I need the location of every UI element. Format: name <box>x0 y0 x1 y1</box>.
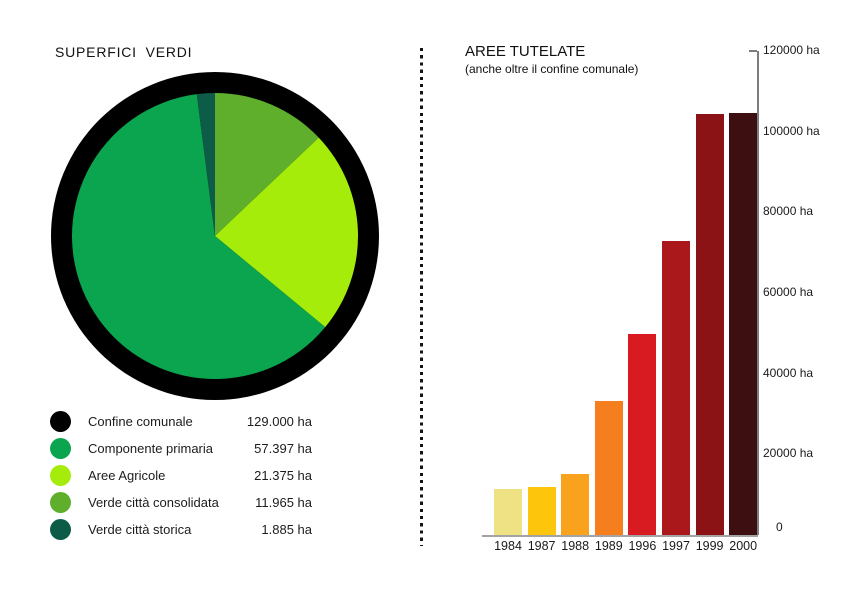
legend-color-dot <box>50 492 71 513</box>
legend-value: 1.885 ha <box>261 522 312 537</box>
pie-chart-title: SUPERFICI VERDI <box>55 44 193 60</box>
legend-label: Verde città storica <box>88 522 192 537</box>
bar-1988 <box>561 473 590 535</box>
legend-value: 129.000 ha <box>246 414 312 429</box>
bar-2000 <box>729 113 758 535</box>
pie-legend: Confine comunale 129.000 ha Componente pri… <box>50 408 312 543</box>
bar-1996 <box>628 334 657 535</box>
dotted-divider-line <box>420 48 423 546</box>
pie-slice-componente-primaria <box>71 94 326 380</box>
bar-1987 <box>527 487 556 535</box>
x-axis-label-1984: 1984 <box>494 539 522 553</box>
legend-label: Verde città consolidata <box>88 495 219 510</box>
x-axis-label-1996: 1996 <box>628 539 657 553</box>
legend-color-dot <box>50 465 71 486</box>
pie-chart <box>51 72 379 400</box>
y-axis-label: 100000 ha <box>763 123 820 138</box>
y-axis-line <box>757 51 759 535</box>
legend-label: Aree Agricole <box>88 468 166 483</box>
x-axis-baseline <box>482 535 758 537</box>
y-axis-label: 120000 ha <box>763 43 820 57</box>
legend-label: Confine comunale <box>88 414 193 429</box>
bar-chart-subtitle: (anche oltre il confine comunale) <box>465 62 639 76</box>
legend-row: Verde città consolidata 11.965 ha <box>50 489 312 516</box>
y-axis-label: 60000 ha <box>763 285 814 299</box>
legend-value: 11.965 ha <box>255 495 312 510</box>
legend-value: 57.397 ha <box>254 441 312 456</box>
x-axis-label-1989: 1989 <box>594 539 623 553</box>
legend-color-dot <box>50 438 71 459</box>
bar-1997 <box>662 240 690 535</box>
legend-row: Confine comunale 129.000 ha <box>50 408 312 435</box>
bar-1999 <box>695 114 724 535</box>
y-axis-label: 20000 ha <box>763 446 814 461</box>
legend-color-dot <box>50 411 71 432</box>
legend-value: 21.375 ha <box>254 468 312 483</box>
x-axis-label-2000: 2000 <box>729 539 758 553</box>
x-axis-label-1988: 1988 <box>561 539 590 553</box>
bar-chart-title: AREE TUTELATE <box>465 43 586 60</box>
legend-color-dot <box>50 519 71 540</box>
y-axis-zero-label: 0 <box>776 520 783 534</box>
legend-row: Verde città storica 1.885 ha <box>50 516 312 543</box>
legend-row: Aree Agricole 21.375 ha <box>50 462 312 489</box>
bar-1984 <box>494 488 522 535</box>
y-axis-label: 40000 ha <box>763 365 814 380</box>
y-axis-tick <box>749 50 757 52</box>
x-axis-label-1987: 1987 <box>527 539 556 553</box>
x-axis-label-1999: 1999 <box>695 539 724 553</box>
y-axis-label: 80000 ha <box>763 204 814 219</box>
pie-slice-verde-citt-storica <box>196 93 215 236</box>
x-axis-label-1997: 1997 <box>662 539 690 553</box>
legend-row: Componente primaria 57.397 ha <box>50 435 312 462</box>
legend-label: Componente primaria <box>88 441 214 456</box>
pie-slice-aree-agricole <box>215 137 359 328</box>
bar-1989 <box>594 400 623 535</box>
pie-slice-verde-citt-consolidata <box>215 93 319 236</box>
